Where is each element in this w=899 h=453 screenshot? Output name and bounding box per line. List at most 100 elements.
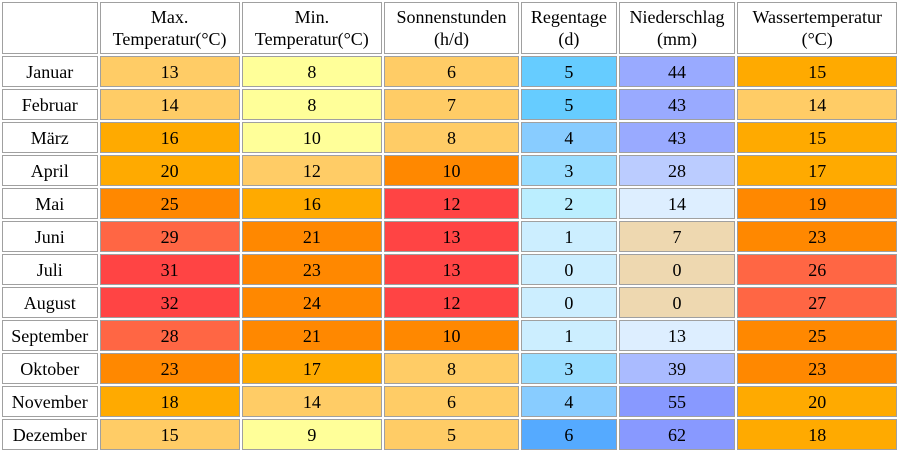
header-line: Temperatur(°C) — [254, 29, 369, 49]
month-label: Dezember — [2, 419, 98, 450]
precipitation-cell: 0 — [618, 254, 736, 285]
max-temp-cell: 23 — [99, 353, 240, 384]
precipitation-cell: 39 — [618, 353, 736, 384]
precipitation-cell: 55 — [618, 386, 736, 417]
table-row: Januar 13 8 6 5 44 15 — [2, 56, 897, 87]
corner-cell — [2, 2, 98, 54]
precipitation-cell: 43 — [618, 122, 736, 153]
max-temp-cell: 28 — [99, 320, 240, 351]
water-temp-cell: 15 — [737, 56, 897, 87]
precipitation-cell: 62 — [618, 419, 736, 450]
sun-hours-cell: 13 — [383, 254, 520, 285]
header-line: (d) — [558, 29, 580, 49]
header-line: (mm) — [657, 29, 697, 49]
rain-days-cell: 0 — [521, 287, 617, 318]
precipitation-cell: 7 — [618, 221, 736, 252]
table-row: April 20 12 10 3 28 17 — [2, 155, 897, 186]
table-row: März 16 10 8 4 43 15 — [2, 122, 897, 153]
water-temp-cell: 15 — [737, 122, 897, 153]
header-line: Sonnenstunden — [396, 7, 507, 27]
month-label: August — [2, 287, 98, 318]
rain-days-cell: 4 — [521, 122, 617, 153]
min-temp-cell: 17 — [241, 353, 382, 384]
header-line: Max. — [150, 7, 189, 27]
month-label: November — [2, 386, 98, 417]
precipitation-cell: 44 — [618, 56, 736, 87]
min-temp-cell: 8 — [241, 56, 382, 87]
min-temp-cell: 21 — [241, 320, 382, 351]
month-label: Juni — [2, 221, 98, 252]
table-row: September 28 21 10 1 13 25 — [2, 320, 897, 351]
header-line: Regentage — [530, 7, 607, 27]
water-temp-cell: 25 — [737, 320, 897, 351]
table-row: Oktober 23 17 8 3 39 23 — [2, 353, 897, 384]
month-label: Juli — [2, 254, 98, 285]
water-temp-cell: 18 — [737, 419, 897, 450]
max-temp-cell: 14 — [99, 89, 240, 120]
header-max-temp: Max. Temperatur(°C) — [99, 2, 240, 54]
table-row: Dezember 15 9 5 6 62 18 — [2, 419, 897, 450]
min-temp-cell: 8 — [241, 89, 382, 120]
sun-hours-cell: 10 — [383, 320, 520, 351]
precipitation-cell: 43 — [618, 89, 736, 120]
rain-days-cell: 6 — [521, 419, 617, 450]
header-min-temp: Min. Temperatur(°C) — [241, 2, 382, 54]
min-temp-cell: 12 — [241, 155, 382, 186]
header-row: Max. Temperatur(°C) Min. Temperatur(°C) … — [2, 2, 897, 54]
header-line: Temperatur(°C) — [112, 29, 227, 49]
rain-days-cell: 5 — [521, 56, 617, 87]
min-temp-cell: 10 — [241, 122, 382, 153]
precipitation-cell: 14 — [618, 188, 736, 219]
rain-days-cell: 3 — [521, 353, 617, 384]
sun-hours-cell: 12 — [383, 287, 520, 318]
table-row: Juli 31 23 13 0 0 26 — [2, 254, 897, 285]
table-row: Juni 29 21 13 1 7 23 — [2, 221, 897, 252]
table-row: Mai 25 16 12 2 14 19 — [2, 188, 897, 219]
water-temp-cell: 19 — [737, 188, 897, 219]
month-label: Januar — [2, 56, 98, 87]
max-temp-cell: 31 — [99, 254, 240, 285]
table-body: Januar 13 8 6 5 44 15 Februar 14 8 7 5 43 14 März 16 10 8… — [2, 56, 897, 450]
month-label: Oktober — [2, 353, 98, 384]
month-label: Februar — [2, 89, 98, 120]
sun-hours-cell: 5 — [383, 419, 520, 450]
month-label: September — [2, 320, 98, 351]
rain-days-cell: 1 — [521, 221, 617, 252]
water-temp-cell: 23 — [737, 353, 897, 384]
water-temp-cell: 14 — [737, 89, 897, 120]
max-temp-cell: 20 — [99, 155, 240, 186]
sun-hours-cell: 13 — [383, 221, 520, 252]
header-precipitation: Niederschlag (mm) — [618, 2, 736, 54]
rain-days-cell: 1 — [521, 320, 617, 351]
header-rain-days: Regentage (d) — [521, 2, 617, 54]
min-temp-cell: 9 — [241, 419, 382, 450]
max-temp-cell: 13 — [99, 56, 240, 87]
precipitation-cell: 28 — [618, 155, 736, 186]
max-temp-cell: 16 — [99, 122, 240, 153]
sun-hours-cell: 8 — [383, 122, 520, 153]
min-temp-cell: 16 — [241, 188, 382, 219]
rain-days-cell: 0 — [521, 254, 617, 285]
water-temp-cell: 20 — [737, 386, 897, 417]
max-temp-cell: 25 — [99, 188, 240, 219]
table-row: November 18 14 6 4 55 20 — [2, 386, 897, 417]
header-sun-hours: Sonnenstunden (h/d) — [383, 2, 520, 54]
month-label: Mai — [2, 188, 98, 219]
table-row: August 32 24 12 0 0 27 — [2, 287, 897, 318]
sun-hours-cell: 6 — [383, 56, 520, 87]
min-temp-cell: 14 — [241, 386, 382, 417]
water-temp-cell: 23 — [737, 221, 897, 252]
precipitation-cell: 13 — [618, 320, 736, 351]
header-line: Niederschlag — [629, 7, 725, 27]
header-water-temp: Wassertemperatur (°C) — [737, 2, 897, 54]
sun-hours-cell: 6 — [383, 386, 520, 417]
header-line: (°C) — [801, 29, 833, 49]
month-label: März — [2, 122, 98, 153]
max-temp-cell: 18 — [99, 386, 240, 417]
rain-days-cell: 5 — [521, 89, 617, 120]
header-line: Wassertemperatur — [752, 7, 882, 27]
month-label: April — [2, 155, 98, 186]
min-temp-cell: 23 — [241, 254, 382, 285]
header-line: Min. — [294, 7, 330, 27]
